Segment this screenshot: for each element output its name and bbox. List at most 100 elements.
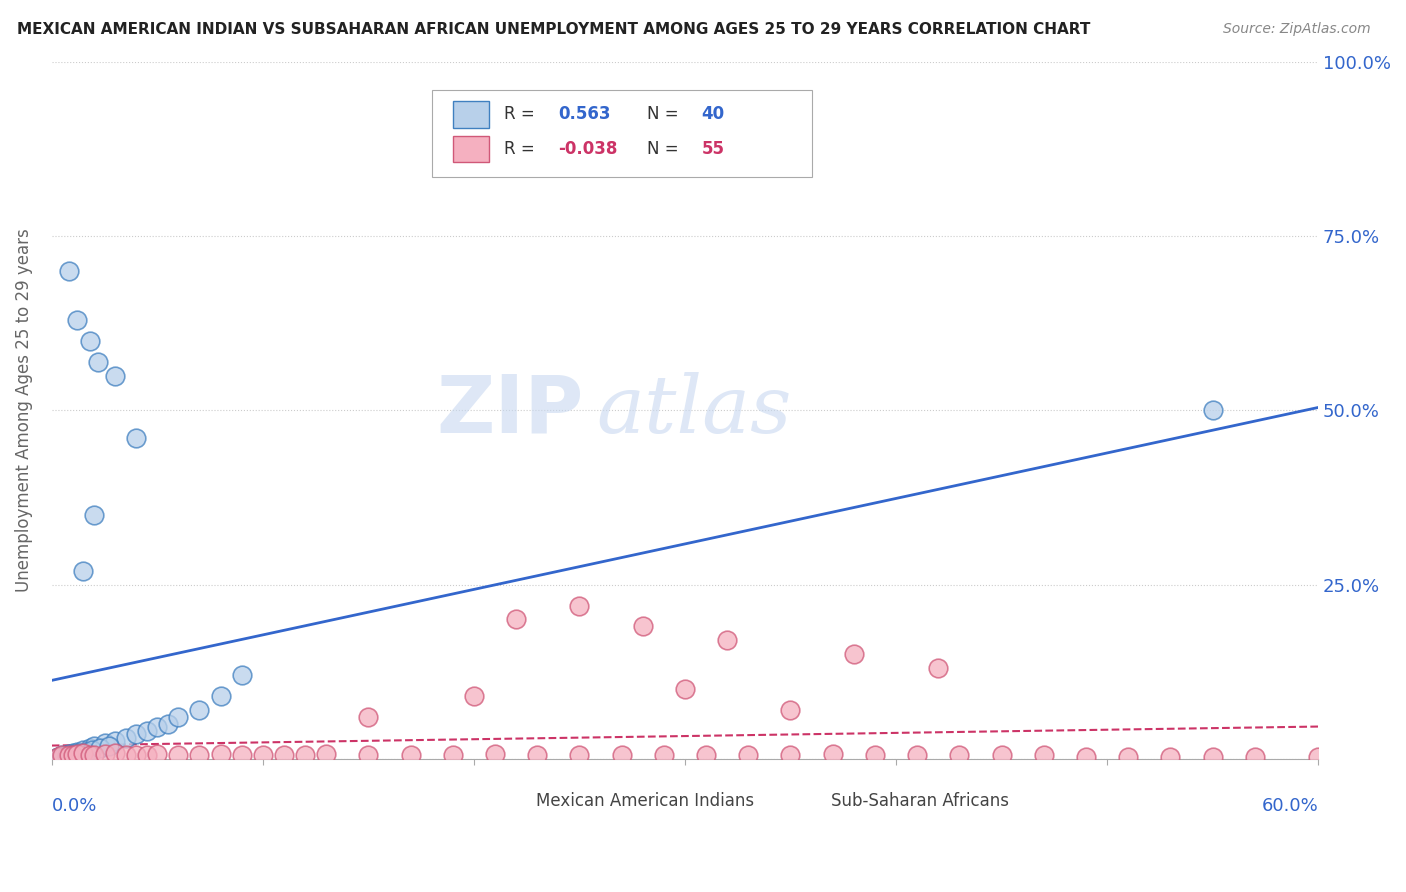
Point — [125, 727, 148, 741]
Point — [1032, 748, 1054, 763]
Point — [55, 748, 77, 763]
Point — [62, 748, 84, 763]
Point — [51, 749, 73, 764]
Text: R =: R = — [503, 105, 534, 123]
Point — [87, 354, 110, 368]
Point — [146, 721, 169, 735]
Point — [863, 748, 886, 763]
Point — [93, 736, 115, 750]
Point — [927, 661, 949, 675]
Point — [55, 748, 77, 763]
Point — [484, 747, 506, 761]
Point — [79, 741, 101, 756]
Point — [63, 747, 86, 761]
Point — [1308, 749, 1330, 764]
Point — [59, 748, 82, 763]
Point — [695, 748, 717, 763]
Point — [167, 710, 190, 724]
Point — [156, 717, 179, 731]
Point — [72, 746, 94, 760]
Point — [905, 748, 928, 763]
Point — [58, 748, 80, 763]
Point — [104, 746, 127, 760]
Point — [1201, 403, 1223, 417]
Point — [67, 746, 90, 760]
Point — [58, 747, 80, 761]
Point — [526, 748, 548, 763]
Point — [114, 731, 136, 745]
Point — [135, 748, 157, 763]
Y-axis label: Unemployment Among Ages 25 to 29 years: Unemployment Among Ages 25 to 29 years — [15, 228, 32, 592]
Point — [948, 748, 970, 763]
Point — [294, 748, 316, 763]
FancyBboxPatch shape — [432, 90, 811, 178]
Point — [357, 710, 380, 724]
FancyBboxPatch shape — [796, 791, 824, 811]
Point — [231, 668, 253, 682]
Text: Mexican American Indians: Mexican American Indians — [536, 791, 754, 810]
Point — [568, 748, 591, 763]
Point — [188, 703, 211, 717]
Point — [631, 619, 654, 633]
Point — [125, 431, 148, 445]
Point — [114, 748, 136, 763]
Point — [79, 334, 101, 348]
Point — [1159, 749, 1181, 764]
Point — [62, 746, 84, 760]
Point — [89, 741, 111, 756]
FancyBboxPatch shape — [453, 136, 489, 162]
Point — [72, 743, 94, 757]
Point — [463, 689, 485, 703]
Text: 0.0%: 0.0% — [52, 797, 97, 815]
Text: atlas: atlas — [596, 372, 792, 450]
Point — [737, 748, 759, 763]
Point — [125, 748, 148, 763]
Point — [58, 264, 80, 278]
Point — [80, 743, 103, 757]
Point — [1116, 749, 1139, 764]
Point — [399, 748, 422, 763]
Text: R =: R = — [503, 140, 534, 158]
Point — [146, 747, 169, 761]
Point — [779, 703, 801, 717]
Text: Sub-Saharan Africans: Sub-Saharan Africans — [831, 791, 1008, 810]
Point — [209, 689, 232, 703]
Point — [990, 748, 1012, 763]
Point — [821, 747, 844, 761]
FancyBboxPatch shape — [453, 101, 489, 128]
Point — [716, 633, 738, 648]
Text: 0.563: 0.563 — [558, 105, 610, 123]
Point — [83, 739, 105, 754]
Point — [568, 599, 591, 613]
Point — [315, 747, 337, 761]
Point — [135, 723, 157, 738]
Point — [51, 748, 73, 763]
Text: 40: 40 — [702, 105, 724, 123]
Point — [83, 508, 105, 522]
Point — [357, 748, 380, 763]
FancyBboxPatch shape — [502, 791, 529, 811]
Point — [1201, 749, 1223, 764]
Text: Source: ZipAtlas.com: Source: ZipAtlas.com — [1223, 22, 1371, 37]
Point — [104, 734, 127, 748]
Point — [1074, 749, 1097, 764]
Point — [1243, 749, 1265, 764]
Point — [652, 748, 675, 763]
Text: -0.038: -0.038 — [558, 140, 617, 158]
Point — [83, 748, 105, 763]
Point — [273, 748, 295, 763]
Point — [72, 564, 94, 578]
Point — [505, 612, 527, 626]
Point — [167, 748, 190, 763]
Point — [51, 748, 73, 763]
Text: ZIP: ZIP — [436, 371, 583, 450]
Point — [75, 745, 97, 759]
Text: N =: N = — [647, 140, 679, 158]
Point — [231, 748, 253, 763]
Text: N =: N = — [647, 105, 679, 123]
Point — [610, 748, 633, 763]
Point — [188, 748, 211, 763]
Point — [673, 682, 696, 697]
Point — [79, 748, 101, 763]
Point — [252, 748, 274, 763]
